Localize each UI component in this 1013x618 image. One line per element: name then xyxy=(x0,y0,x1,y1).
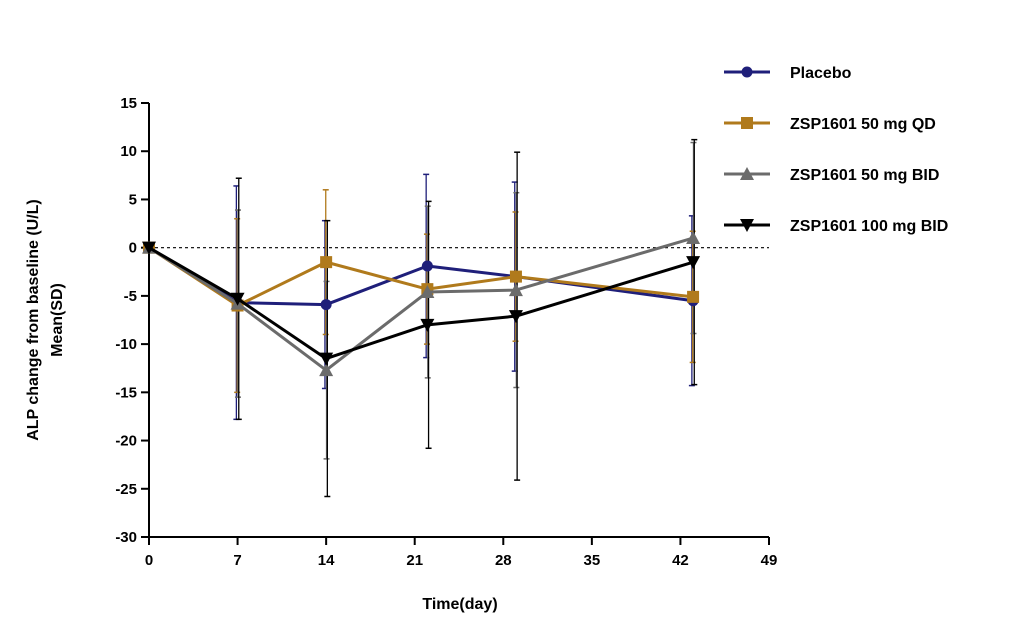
x-axis-title: Time(day) xyxy=(422,596,497,613)
legend-item-1-label: Placebo xyxy=(790,65,852,82)
series-1-point xyxy=(421,260,433,272)
series-3-line xyxy=(148,236,694,372)
y-axis-title: ALP change from baseline (U/L) xyxy=(25,199,42,441)
series-4-point xyxy=(420,318,435,332)
series-3-point xyxy=(686,231,701,245)
legend-item-4-label: ZSP1601 100 mg BID xyxy=(790,218,948,235)
y-tick-label: 5 xyxy=(129,191,137,208)
series-4-point xyxy=(686,256,701,270)
x-tick-label: 14 xyxy=(318,552,335,569)
legend-item-4-marker xyxy=(740,219,754,232)
error-bars xyxy=(233,138,698,498)
series-3-point xyxy=(420,285,435,299)
y-tick-label: -15 xyxy=(115,384,137,401)
series-4-point xyxy=(319,352,334,366)
series-4-point xyxy=(230,292,245,306)
series-1-point xyxy=(320,299,332,311)
series-2-point xyxy=(509,270,522,283)
x-tick-label: 28 xyxy=(495,552,512,569)
series-3-point xyxy=(508,283,523,297)
y-tick-label: 10 xyxy=(120,143,137,160)
series-4-point xyxy=(142,241,156,255)
legend-item-2-label: ZSP1601 50 mg QD xyxy=(790,116,936,133)
x-tick-label: 7 xyxy=(233,552,241,569)
y-tick-label: -25 xyxy=(115,481,137,498)
series-4-point xyxy=(508,310,523,324)
y-axis-subtitle: Mean(SD) xyxy=(49,283,66,357)
x-tick-label: 35 xyxy=(584,552,601,569)
legend-item-3-marker xyxy=(740,167,754,180)
x-tick-label: 21 xyxy=(406,552,423,569)
legend-item-2-marker xyxy=(741,117,753,129)
series-layer xyxy=(142,231,701,377)
x-tick-label: 0 xyxy=(145,552,153,569)
y-tick-label: -30 xyxy=(115,529,137,546)
y-tick-label: -10 xyxy=(115,336,137,353)
series-2-point xyxy=(687,290,700,303)
y-tick-label: -20 xyxy=(115,433,137,450)
legend: Placebo ZSP1601 50 mg QD ZSP1601 50 mg BID… xyxy=(724,65,948,235)
series-3-point xyxy=(319,363,334,377)
y-tick-label: -5 xyxy=(124,288,137,305)
x-tick-label: 42 xyxy=(672,552,689,569)
y-tick-label: 15 xyxy=(120,95,137,112)
legend-item-1-marker xyxy=(741,66,753,78)
y-tick-label: 0 xyxy=(129,240,137,257)
x-tick-label: 49 xyxy=(761,552,778,569)
series-4-line xyxy=(148,246,694,361)
series-2-point xyxy=(320,256,333,269)
axes: 15 10 5 0 -5 -10 -15 -20 -25 -30 0 7 14 21 28 35 42 49 xyxy=(115,95,777,569)
legend-item-3-label: ZSP1601 50 mg BID xyxy=(790,167,939,184)
